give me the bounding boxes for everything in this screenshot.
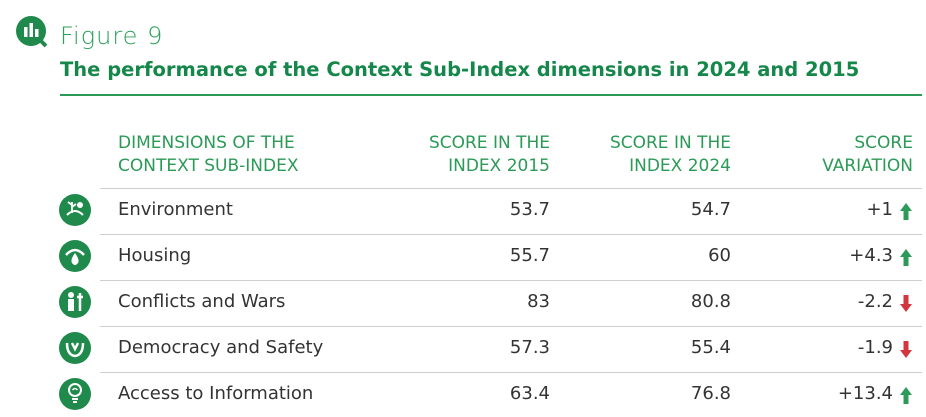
row-icon bbox=[58, 239, 94, 279]
column-header: SCORE IN THE INDEX 2024 bbox=[609, 133, 731, 176]
trend-arrow bbox=[899, 202, 913, 225]
score-2024: 54.7 bbox=[690, 199, 731, 220]
row-separator bbox=[100, 234, 922, 235]
dimension-name: Housing bbox=[118, 245, 192, 266]
score-2015: 57.3 bbox=[509, 337, 550, 358]
score-variation: +1 bbox=[866, 199, 893, 220]
figure-label: Figure 9 bbox=[60, 22, 164, 50]
score-2015: 55.7 bbox=[509, 245, 550, 266]
icon-graphic bbox=[59, 286, 91, 318]
arrow-graphic bbox=[900, 295, 912, 312]
row-icon bbox=[58, 331, 94, 371]
icon-graphic bbox=[59, 378, 91, 410]
column-header: SCORE IN THE INDEX 2015 bbox=[428, 133, 550, 176]
arrow-graphic bbox=[900, 387, 912, 404]
icon-graphic bbox=[59, 240, 91, 272]
trend-arrow bbox=[899, 340, 913, 363]
score-variation: -1.9 bbox=[857, 337, 893, 358]
score-variation: +13.4 bbox=[837, 383, 893, 404]
title-rule bbox=[60, 94, 922, 96]
dimension-name: Environment bbox=[118, 199, 233, 220]
row-icon bbox=[58, 193, 94, 233]
row-separator bbox=[100, 280, 922, 281]
score-2024: 76.8 bbox=[690, 383, 731, 404]
row-separator bbox=[100, 188, 922, 189]
score-2015: 53.7 bbox=[509, 199, 550, 220]
row-separator bbox=[100, 326, 922, 327]
column-header: DIMENSIONS OF THE CONTEXT SUB-INDEX bbox=[118, 133, 299, 176]
score-2024: 80.8 bbox=[690, 291, 731, 312]
row-separator bbox=[100, 372, 922, 373]
trend-arrow bbox=[899, 386, 913, 409]
arrow-graphic bbox=[900, 249, 912, 266]
score-variation: +4.3 bbox=[849, 245, 893, 266]
score-variation: -2.2 bbox=[857, 291, 893, 312]
figure-title: The performance of the Context Sub-Index… bbox=[60, 58, 860, 81]
score-2024: 60 bbox=[708, 245, 731, 266]
dimension-name: Conflicts and Wars bbox=[118, 291, 286, 312]
score-2024: 55.4 bbox=[690, 337, 731, 358]
row-icon bbox=[58, 285, 94, 325]
arrow-graphic bbox=[900, 341, 912, 358]
dimension-name: Democracy and Safety bbox=[118, 337, 324, 358]
icon-graphic bbox=[59, 332, 91, 364]
dimension-name: Access to Information bbox=[118, 383, 314, 404]
figure-icon bbox=[16, 16, 48, 48]
trend-arrow bbox=[899, 248, 913, 271]
arrow-graphic bbox=[900, 203, 912, 220]
column-header: SCORE VARIATION bbox=[822, 133, 913, 176]
score-2015: 63.4 bbox=[509, 383, 550, 404]
trend-arrow bbox=[899, 294, 913, 317]
row-icon bbox=[58, 377, 94, 417]
icon-graphic bbox=[59, 194, 91, 226]
score-2015: 83 bbox=[527, 291, 550, 312]
